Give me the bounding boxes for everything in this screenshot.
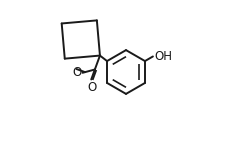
Text: OH: OH [154, 50, 172, 63]
Text: O: O [87, 81, 96, 94]
Text: O: O [72, 66, 81, 79]
